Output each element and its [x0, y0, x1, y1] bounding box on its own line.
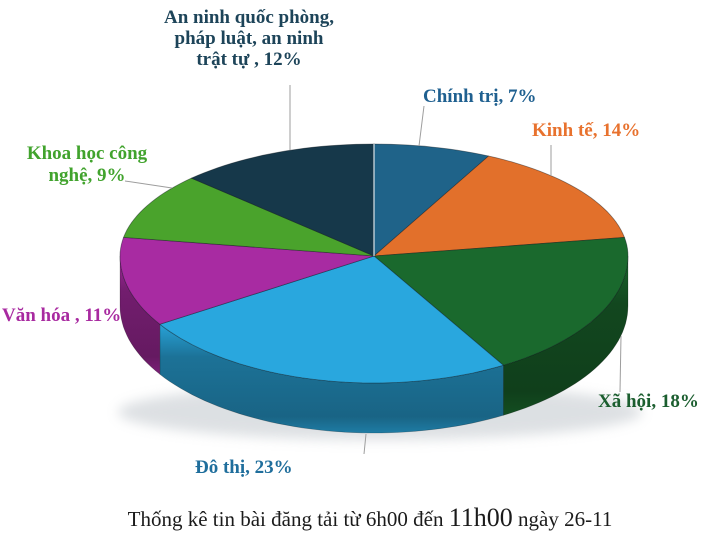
caption-prefix: Thống kê tin bài đăng tải từ 6h00 đến — [127, 507, 449, 531]
label-khoa-hoc: Khoa học công nghệ, 9% — [1, 143, 173, 187]
label-chinh-tri: Chính trị, 7% — [423, 86, 537, 107]
leader-line — [124, 180, 173, 189]
pie-slice-6 — [191, 143, 375, 257]
caption-highlight: 11h00 — [448, 503, 513, 532]
label-van-hoa: Văn hóa , 11% — [2, 305, 122, 326]
pie-slice-5 — [123, 177, 375, 257]
leader-line — [619, 335, 622, 393]
label-xa-hoi: Xã hội, 18% — [598, 391, 699, 412]
label-line: pháp luật, an ninh — [174, 28, 324, 49]
chart-caption: Thống kê tin bài đăng tải từ 6h00 đến 11… — [30, 503, 710, 533]
label-an-ninh: An ninh quốc phòng, pháp luật, an ninh t… — [128, 7, 370, 70]
pie-slice-1 — [373, 155, 625, 257]
label-line: Khoa học công — [26, 143, 148, 164]
label-kinh-te: Kinh tế, 14% — [532, 120, 641, 141]
label-line: An ninh quốc phòng, — [163, 7, 335, 28]
label-line: trật tự , 12% — [196, 49, 302, 70]
pie-slice-0 — [373, 143, 489, 257]
label-do-thi: Đô thị, 23% — [195, 457, 293, 478]
pie-slice-2 — [373, 237, 629, 366]
leader-line — [418, 105, 425, 147]
leader-line — [363, 433, 367, 455]
pie-slice-3 — [159, 255, 504, 384]
label-line: nghệ, 9% — [48, 165, 126, 186]
pie-slice-4 — [119, 237, 375, 325]
caption-suffix: ngày 26-11 — [512, 507, 613, 531]
